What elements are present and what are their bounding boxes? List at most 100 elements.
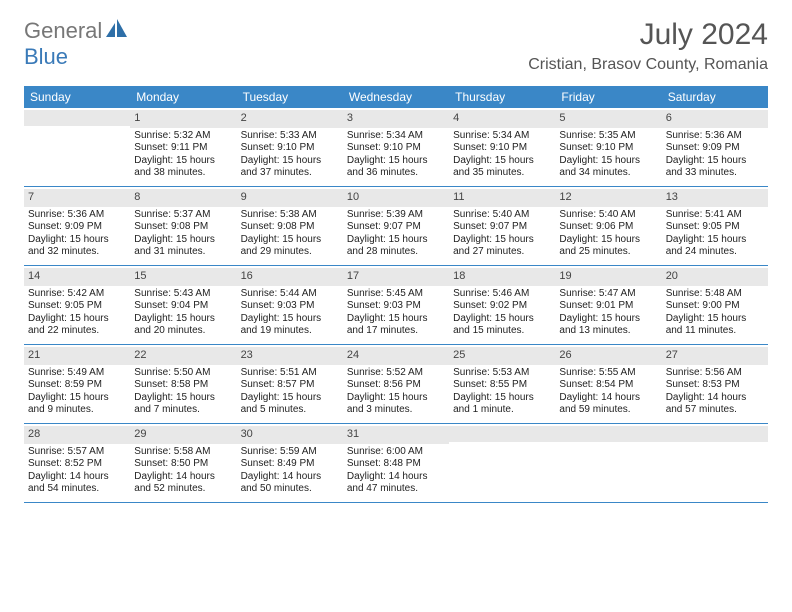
daylight-text: Daylight: 15 hours and 9 minutes. <box>28 392 126 417</box>
sunset-text: Sunset: 8:55 PM <box>453 379 551 392</box>
daylight-text: Daylight: 14 hours and 50 minutes. <box>241 471 339 496</box>
day-number: 7 <box>24 189 130 207</box>
daylight-text: Daylight: 15 hours and 7 minutes. <box>134 392 232 417</box>
sunset-text: Sunset: 9:09 PM <box>28 221 126 234</box>
week-row: 1Sunrise: 5:32 AMSunset: 9:11 PMDaylight… <box>24 108 768 187</box>
day-cell: 25Sunrise: 5:53 AMSunset: 8:55 PMDayligh… <box>449 345 555 423</box>
sunrise-text: Sunrise: 5:36 AM <box>666 130 764 143</box>
sunrise-text: Sunrise: 5:42 AM <box>28 288 126 301</box>
day-cell: 12Sunrise: 5:40 AMSunset: 9:06 PMDayligh… <box>555 187 661 265</box>
day-cell: 22Sunrise: 5:50 AMSunset: 8:58 PMDayligh… <box>130 345 236 423</box>
sunset-text: Sunset: 9:02 PM <box>453 300 551 313</box>
sunrise-text: Sunrise: 5:46 AM <box>453 288 551 301</box>
day-header: Sunday <box>24 86 130 108</box>
sunset-text: Sunset: 9:03 PM <box>241 300 339 313</box>
day-cell: 13Sunrise: 5:41 AMSunset: 9:05 PMDayligh… <box>662 187 768 265</box>
sunrise-text: Sunrise: 5:36 AM <box>28 209 126 222</box>
day-cell: 4Sunrise: 5:34 AMSunset: 9:10 PMDaylight… <box>449 108 555 186</box>
day-number: 29 <box>130 426 236 444</box>
sunrise-text: Sunrise: 5:57 AM <box>28 446 126 459</box>
day-number: 1 <box>130 110 236 128</box>
sunset-text: Sunset: 8:56 PM <box>347 379 445 392</box>
day-cell: 20Sunrise: 5:48 AMSunset: 9:00 PMDayligh… <box>662 266 768 344</box>
daylight-text: Daylight: 15 hours and 28 minutes. <box>347 234 445 259</box>
day-cell: 23Sunrise: 5:51 AMSunset: 8:57 PMDayligh… <box>237 345 343 423</box>
sunrise-text: Sunrise: 6:00 AM <box>347 446 445 459</box>
day-cell: 28Sunrise: 5:57 AMSunset: 8:52 PMDayligh… <box>24 424 130 502</box>
day-cell: 29Sunrise: 5:58 AMSunset: 8:50 PMDayligh… <box>130 424 236 502</box>
daylight-text: Daylight: 14 hours and 54 minutes. <box>28 471 126 496</box>
month-title: July 2024 <box>528 18 768 52</box>
daylight-text: Daylight: 15 hours and 34 minutes. <box>559 155 657 180</box>
sunset-text: Sunset: 8:59 PM <box>28 379 126 392</box>
sunrise-text: Sunrise: 5:34 AM <box>453 130 551 143</box>
sunrise-text: Sunrise: 5:32 AM <box>134 130 232 143</box>
day-number: 2 <box>237 110 343 128</box>
daylight-text: Daylight: 15 hours and 32 minutes. <box>28 234 126 259</box>
daylight-text: Daylight: 15 hours and 17 minutes. <box>347 313 445 338</box>
daylight-text: Daylight: 14 hours and 57 minutes. <box>666 392 764 417</box>
sunrise-text: Sunrise: 5:41 AM <box>666 209 764 222</box>
day-cell: 30Sunrise: 5:59 AMSunset: 8:49 PMDayligh… <box>237 424 343 502</box>
sunset-text: Sunset: 9:05 PM <box>28 300 126 313</box>
sunrise-text: Sunrise: 5:47 AM <box>559 288 657 301</box>
day-number: 10 <box>343 189 449 207</box>
day-number: 11 <box>449 189 555 207</box>
sunrise-text: Sunrise: 5:43 AM <box>134 288 232 301</box>
sunset-text: Sunset: 8:58 PM <box>134 379 232 392</box>
day-number: 8 <box>130 189 236 207</box>
sunset-text: Sunset: 9:01 PM <box>559 300 657 313</box>
sunset-text: Sunset: 9:03 PM <box>347 300 445 313</box>
week-row: 21Sunrise: 5:49 AMSunset: 8:59 PMDayligh… <box>24 345 768 424</box>
header: General July 2024 Cristian, Brasov Count… <box>0 0 792 78</box>
day-cell: 27Sunrise: 5:56 AMSunset: 8:53 PMDayligh… <box>662 345 768 423</box>
daylight-text: Daylight: 15 hours and 24 minutes. <box>666 234 764 259</box>
daylight-text: Daylight: 15 hours and 27 minutes. <box>453 234 551 259</box>
calendar: SundayMondayTuesdayWednesdayThursdayFrid… <box>24 86 768 503</box>
day-cell: 21Sunrise: 5:49 AMSunset: 8:59 PMDayligh… <box>24 345 130 423</box>
daylight-text: Daylight: 14 hours and 52 minutes. <box>134 471 232 496</box>
sunset-text: Sunset: 9:08 PM <box>241 221 339 234</box>
sunrise-text: Sunrise: 5:58 AM <box>134 446 232 459</box>
sunset-text: Sunset: 9:04 PM <box>134 300 232 313</box>
day-cell: 9Sunrise: 5:38 AMSunset: 9:08 PMDaylight… <box>237 187 343 265</box>
sunset-text: Sunset: 9:07 PM <box>347 221 445 234</box>
day-number: 16 <box>237 268 343 286</box>
day-cell: 11Sunrise: 5:40 AMSunset: 9:07 PMDayligh… <box>449 187 555 265</box>
daylight-text: Daylight: 15 hours and 19 minutes. <box>241 313 339 338</box>
sunset-text: Sunset: 9:09 PM <box>666 142 764 155</box>
sunset-text: Sunset: 8:48 PM <box>347 458 445 471</box>
daylight-text: Daylight: 15 hours and 31 minutes. <box>134 234 232 259</box>
day-header: Tuesday <box>237 86 343 108</box>
day-cell: 8Sunrise: 5:37 AMSunset: 9:08 PMDaylight… <box>130 187 236 265</box>
sunrise-text: Sunrise: 5:53 AM <box>453 367 551 380</box>
sunset-text: Sunset: 9:05 PM <box>666 221 764 234</box>
sunset-text: Sunset: 9:10 PM <box>453 142 551 155</box>
day-number: 19 <box>555 268 661 286</box>
sunrise-text: Sunrise: 5:33 AM <box>241 130 339 143</box>
daylight-text: Daylight: 15 hours and 5 minutes. <box>241 392 339 417</box>
sunrise-text: Sunrise: 5:50 AM <box>134 367 232 380</box>
day-number: 14 <box>24 268 130 286</box>
day-header: Friday <box>555 86 661 108</box>
day-cell <box>449 424 555 502</box>
day-number: 17 <box>343 268 449 286</box>
daylight-text: Daylight: 15 hours and 33 minutes. <box>666 155 764 180</box>
daylight-text: Daylight: 14 hours and 47 minutes. <box>347 471 445 496</box>
sunrise-text: Sunrise: 5:49 AM <box>28 367 126 380</box>
day-cell: 7 Sunrise: 5:36 AMSunset: 9:09 PMDaylight… <box>24 187 130 265</box>
day-number: 27 <box>662 347 768 365</box>
sunrise-text: Sunrise: 5:48 AM <box>666 288 764 301</box>
day-number: 24 <box>343 347 449 365</box>
day-number: 6 <box>662 110 768 128</box>
day-number: 26 <box>555 347 661 365</box>
day-number: 28 <box>24 426 130 444</box>
logo-sails-icon <box>106 19 128 44</box>
sunset-text: Sunset: 8:49 PM <box>241 458 339 471</box>
day-header: Thursday <box>449 86 555 108</box>
daylight-text: Daylight: 15 hours and 37 minutes. <box>241 155 339 180</box>
daylight-text: Daylight: 15 hours and 13 minutes. <box>559 313 657 338</box>
day-number: 12 <box>555 189 661 207</box>
day-cell: 1Sunrise: 5:32 AMSunset: 9:11 PMDaylight… <box>130 108 236 186</box>
sunrise-text: Sunrise: 5:59 AM <box>241 446 339 459</box>
